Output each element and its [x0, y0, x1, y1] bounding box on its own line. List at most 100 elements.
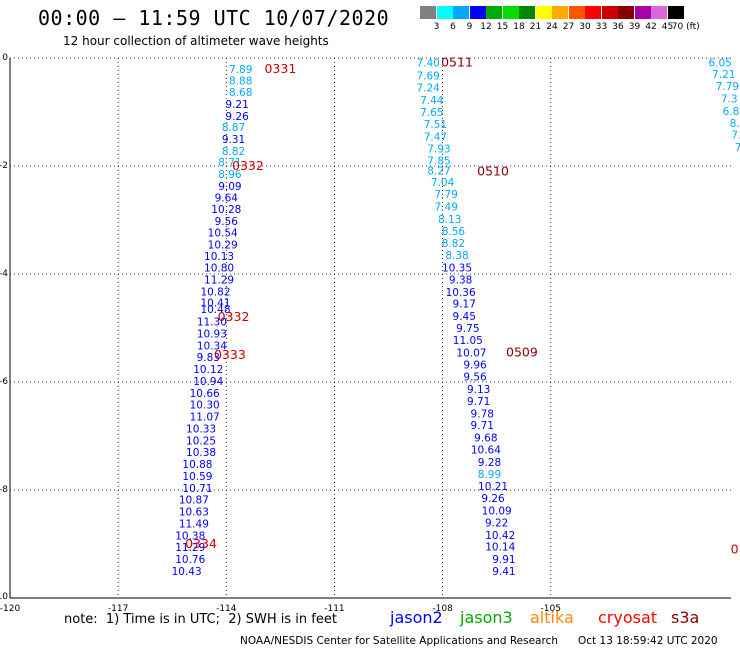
wave-height-value: 7.93 — [427, 144, 450, 156]
wave-height-value: 6.05 — [708, 57, 731, 69]
wave-height-value: 10.94 — [193, 376, 223, 388]
color-swatch — [552, 6, 568, 19]
color-scale-label: 27 — [562, 22, 575, 32]
color-scale-label: 15 — [496, 22, 509, 32]
pass-time-label: 0509 — [506, 344, 538, 359]
color-swatch — [618, 6, 634, 19]
x-tick-label: -114 — [216, 604, 237, 612]
color-scale-label: 24 — [546, 22, 558, 32]
y-tick-label: -6 — [0, 377, 8, 387]
color-swatch — [667, 6, 684, 19]
pass-time-label: 0511 — [441, 54, 473, 69]
wave-height-value: 11.29 — [175, 542, 205, 554]
wave-height-value: 7.3 — [721, 94, 738, 106]
legend-jason2: jason2 — [390, 608, 443, 627]
wave-height-value: 9.71 — [471, 420, 494, 432]
wave-height-value: 9.09 — [218, 181, 241, 193]
wave-height-value: 10.48 — [200, 304, 230, 316]
y-tick-label: -2 — [0, 161, 8, 171]
wave-height-value: 10.87 — [179, 495, 209, 507]
color-scale-label: 33 — [595, 22, 608, 32]
wave-height-value: 10.80 — [204, 263, 234, 275]
wave-height-value: 10.30 — [190, 400, 220, 412]
credit-line: NOAA/NESDIS Center for Satellite Applica… — [240, 635, 718, 647]
color-scale-label: 39 — [628, 22, 641, 32]
wave-height-value: 11.30 — [197, 317, 227, 329]
wave-height-value: 10.09 — [482, 506, 512, 518]
x-tick-label: -120 — [0, 604, 20, 612]
wave-height-value: 7.51 — [424, 119, 447, 131]
color-scale-label: 45 — [661, 22, 674, 32]
wave-height-value: 6.8 — [723, 106, 740, 118]
wave-height-value: 9.71 — [467, 396, 490, 408]
color-swatch — [420, 6, 436, 19]
wave-height-value: 7.79 — [716, 81, 739, 93]
pass-time-label: 0 — [731, 541, 739, 556]
wave-height-value: 9.26 — [481, 493, 505, 505]
wave-height-value: 8.13 — [438, 214, 461, 226]
wave-height-value: 7.89 — [229, 64, 252, 76]
wave-height-value: 9.45 — [453, 311, 476, 323]
wave-height-value: 11.05 — [453, 335, 483, 347]
color-swatch — [634, 6, 651, 19]
page-subtitle: 12 hour collection of altimeter wave hei… — [63, 34, 329, 48]
wave-height-value: 8. — [730, 118, 740, 130]
color-scale-label: 21 — [529, 22, 542, 32]
wave-height-value: 7. — [731, 130, 740, 142]
wave-height-value: 10.13 — [204, 251, 234, 263]
color-scale-label: 36 — [612, 22, 624, 32]
legend-s3a: s3a — [671, 608, 700, 627]
wave-height-value: 10.71 — [182, 483, 212, 495]
color-swatch — [651, 6, 667, 19]
wave-height-value: 7.21 — [712, 69, 735, 81]
wave-height-value: 8.88 — [229, 76, 252, 88]
wave-height-value: 8.27 — [427, 165, 450, 177]
wave-height-value: 10.66 — [190, 388, 220, 400]
wave-height-value: 10.36 — [446, 287, 476, 299]
wave-height-value: 9.75 — [456, 323, 479, 335]
wave-height-value: 10.34 — [197, 340, 227, 352]
pass-time-label: 0332 — [218, 309, 250, 324]
wave-height-value: 7.04 — [431, 177, 455, 189]
units-note: note: 1) Time is in UTC; 2) SWH is in fe… — [64, 612, 337, 627]
wave-height-value: 10.63 — [179, 507, 209, 519]
wave-height-value: 7.65 — [420, 107, 443, 119]
wave-height-value: 9.68 — [474, 433, 497, 445]
wave-height-value: 10.38 — [175, 530, 205, 542]
wave-height-value: 11.49 — [179, 518, 209, 530]
wave-height-chart: -120 -117 -114 -111 -108 -105 0 -2 -4 -6 -8 -10 7.89… — [0, 53, 740, 612]
color-swatch — [502, 6, 519, 19]
pass-time-label: 0332 — [232, 158, 264, 173]
color-swatch — [469, 6, 486, 19]
wave-height-value: 9.83 — [197, 352, 220, 364]
wave-height-value: 9.28 — [478, 457, 501, 469]
wave-height-value: 7 — [735, 142, 740, 154]
legend-altika: altika — [530, 608, 574, 627]
wave-height-value: 7.24 — [416, 83, 440, 95]
wave-height-value: 8.99 — [478, 469, 501, 481]
wave-height-value: 8.38 — [445, 250, 468, 262]
wave-height-value: 8.56 — [442, 226, 466, 238]
wave-height-value: 10.64 — [471, 445, 501, 457]
wave-height-value: 8.82 — [222, 146, 245, 158]
color-scale-label: 12 — [480, 22, 492, 32]
wave-height-value: 10.41 — [200, 298, 230, 310]
wave-height-value: 11.29 — [204, 274, 234, 286]
wave-height-value: 10.29 — [208, 239, 238, 251]
wave-height-value: 8.68 — [229, 87, 252, 99]
color-scale-label: 6 — [450, 22, 456, 32]
wave-height-value: 11.07 — [190, 412, 220, 424]
wave-height-value: 9.96 — [463, 360, 487, 372]
pass-time-label: 0333 — [214, 347, 246, 362]
wave-height-value: 9.64 — [215, 192, 239, 204]
wave-height-value: 9.56 — [463, 372, 487, 384]
wave-height-value: 10.93 — [197, 328, 227, 340]
wave-height-value: 9.31 — [222, 134, 245, 146]
y-tick-label: -10 — [0, 592, 8, 602]
wave-height-value: 10.38 — [186, 447, 216, 459]
color-scale-label: 70 (ft) — [671, 22, 700, 32]
wave-height-value: 9.17 — [453, 299, 476, 311]
color-scale-label: 3 — [433, 22, 440, 32]
wave-height-value: 10.14 — [485, 542, 515, 554]
color-swatch — [585, 6, 601, 19]
